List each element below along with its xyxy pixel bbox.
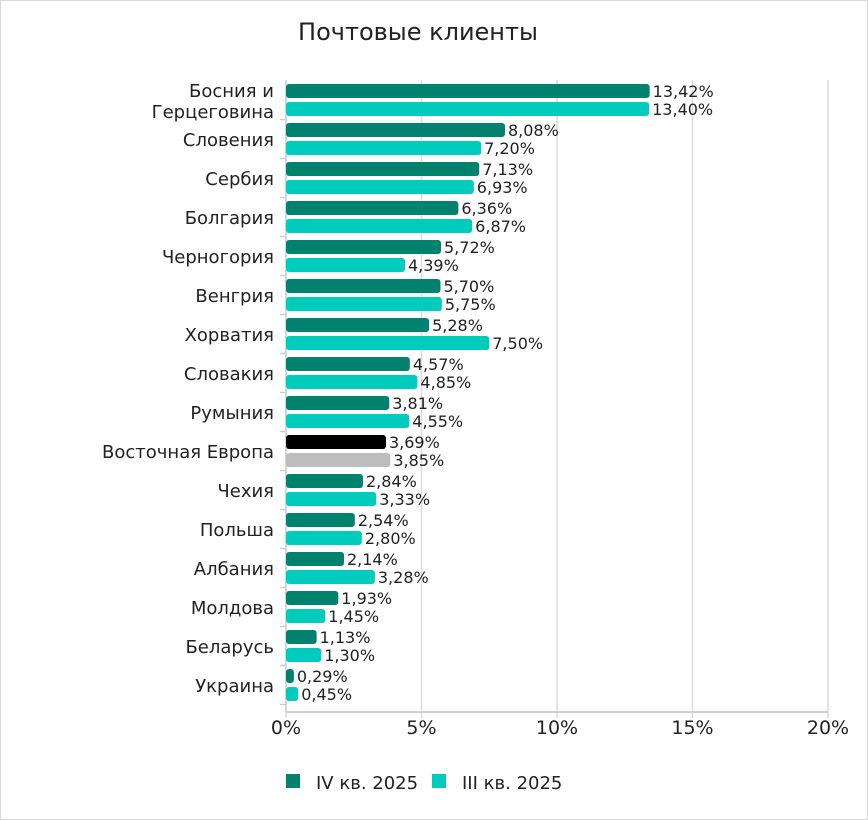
bar bbox=[286, 648, 322, 662]
legend-swatch bbox=[432, 774, 446, 788]
data-label: 1,30% bbox=[324, 646, 375, 665]
category-label: Беларусь bbox=[185, 637, 274, 658]
data-label: 2,14% bbox=[347, 550, 398, 569]
data-label: 5,72% bbox=[444, 238, 495, 257]
data-label: 4,85% bbox=[420, 373, 471, 392]
data-label: 4,57% bbox=[413, 355, 464, 374]
data-label: 3,33% bbox=[379, 490, 430, 509]
category-label: Молдова bbox=[191, 598, 274, 619]
data-label: 3,85% bbox=[393, 451, 444, 470]
bar bbox=[286, 531, 362, 545]
bar bbox=[286, 570, 375, 584]
bar bbox=[286, 102, 650, 116]
bar bbox=[286, 591, 339, 605]
bar bbox=[286, 180, 474, 194]
bar bbox=[286, 687, 299, 701]
bar bbox=[286, 141, 482, 155]
legend-label: IV кв. 2025 bbox=[316, 773, 418, 794]
bar bbox=[286, 435, 386, 449]
x-tick-label: 15% bbox=[671, 717, 713, 739]
legend-label: III кв. 2025 bbox=[462, 773, 562, 794]
bar bbox=[286, 609, 326, 623]
category-label: Албания bbox=[194, 559, 274, 580]
bar bbox=[286, 336, 490, 350]
category-label: Словения bbox=[183, 130, 274, 151]
data-label: 0,45% bbox=[301, 685, 352, 704]
data-label: 2,80% bbox=[365, 529, 416, 548]
category-label: Хорватия bbox=[185, 325, 274, 346]
data-label: 13,42% bbox=[653, 82, 714, 101]
data-label: 2,84% bbox=[366, 472, 417, 491]
data-label: 6,36% bbox=[461, 199, 512, 218]
bar bbox=[286, 219, 473, 233]
category-label: Венгрия bbox=[195, 286, 274, 307]
bar bbox=[286, 375, 418, 389]
data-label: 4,55% bbox=[412, 412, 463, 431]
data-label: 3,69% bbox=[389, 433, 440, 452]
data-label: 5,70% bbox=[443, 277, 494, 296]
chart-title: Почтовые клиенты bbox=[298, 18, 538, 46]
bar bbox=[286, 492, 377, 506]
data-label: 6,87% bbox=[475, 217, 526, 236]
bar bbox=[286, 552, 344, 566]
bar bbox=[286, 396, 390, 410]
data-label: 3,81% bbox=[392, 394, 443, 413]
data-label: 4,39% bbox=[408, 256, 459, 275]
category-label: Сербия bbox=[205, 169, 274, 190]
data-label: 1,45% bbox=[328, 607, 379, 626]
data-label: 3,28% bbox=[378, 568, 429, 587]
category-label: Украина bbox=[195, 676, 274, 697]
data-label: 5,28% bbox=[432, 316, 483, 335]
bar bbox=[286, 669, 294, 683]
data-label: 7,13% bbox=[482, 160, 533, 179]
category-label: Черногория bbox=[162, 247, 274, 268]
bar bbox=[286, 84, 650, 98]
category-label: Словакия bbox=[184, 364, 274, 385]
bar bbox=[286, 414, 410, 428]
bar bbox=[286, 240, 442, 254]
data-label: 6,93% bbox=[477, 178, 528, 197]
bar bbox=[286, 453, 391, 467]
data-label: 5,75% bbox=[445, 295, 496, 314]
category-label: Болгария bbox=[185, 208, 274, 229]
data-label: 2,54% bbox=[358, 511, 409, 530]
category-label: Восточная Европа bbox=[102, 442, 274, 463]
bar bbox=[286, 513, 355, 527]
bar bbox=[286, 123, 505, 137]
data-label: 13,40% bbox=[652, 100, 713, 119]
data-label: 0,29% bbox=[297, 667, 348, 686]
x-tick-label: 20% bbox=[807, 717, 849, 739]
bar bbox=[286, 318, 430, 332]
data-label: 8,08% bbox=[508, 121, 559, 140]
category-label: Румыния bbox=[190, 403, 274, 424]
x-tick-label: 5% bbox=[406, 717, 436, 739]
bar bbox=[286, 630, 317, 644]
bar bbox=[286, 162, 480, 176]
data-label: 7,20% bbox=[484, 139, 535, 158]
bar bbox=[286, 279, 441, 293]
legend-swatch bbox=[286, 774, 300, 788]
bar bbox=[286, 201, 459, 215]
bar bbox=[286, 357, 410, 371]
x-tick-label: 0% bbox=[271, 717, 301, 739]
x-tick-label: 10% bbox=[536, 717, 578, 739]
category-label: Босния и Герцеговина bbox=[152, 81, 274, 123]
data-label: 7,50% bbox=[492, 334, 543, 353]
bar bbox=[286, 474, 363, 488]
category-label: Польша bbox=[200, 520, 274, 541]
bar bbox=[286, 258, 405, 272]
data-label: 1,13% bbox=[320, 628, 371, 647]
category-label: Чехия bbox=[217, 481, 274, 502]
data-label: 1,93% bbox=[341, 589, 392, 608]
bar bbox=[286, 297, 442, 311]
